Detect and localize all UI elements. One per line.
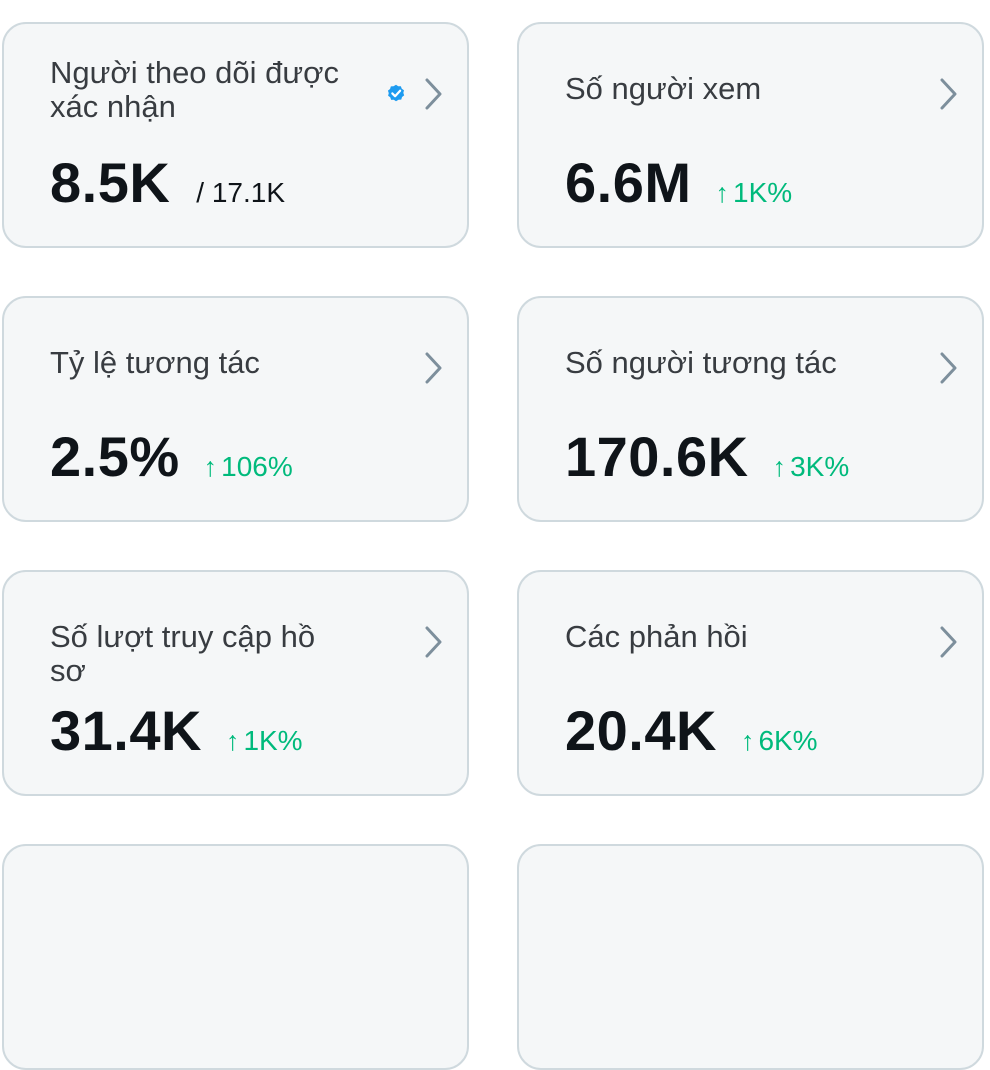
metric-row: 170.6K ↑ 3K% bbox=[565, 424, 849, 489]
card-title: Số người xem bbox=[565, 71, 762, 106]
change-value: 6K% bbox=[758, 725, 818, 756]
arrow-up-icon: ↑ bbox=[225, 726, 240, 756]
metric-row: 8.5K / 17.1K bbox=[50, 150, 285, 215]
card-title: Các phản hồi bbox=[565, 619, 748, 654]
arrow-up-icon: ↑ bbox=[740, 726, 755, 756]
metric-value: 6.6M bbox=[565, 151, 692, 214]
metric-row: 6.6M ↑ 1K% bbox=[565, 150, 792, 215]
chevron-right-icon bbox=[425, 78, 442, 110]
metric-change: ↑ 1K% bbox=[716, 177, 793, 209]
metric-card-engagement-rate[interactable]: Tỷ lệ tương tác 2.5% ↑ 106% bbox=[2, 296, 469, 522]
chevron-right-icon bbox=[940, 78, 957, 110]
chevron-right-icon bbox=[425, 352, 442, 384]
metric-card-viewers[interactable]: Số người xem 6.6M ↑ 1K% bbox=[517, 22, 984, 248]
metric-card-verified-followers[interactable]: Người theo dõi được xác nhận 8.5K / 17.1… bbox=[2, 22, 469, 248]
metric-card-profile-visits[interactable]: Số lượt truy cập hồ sơ 31.4K ↑ 1K% bbox=[2, 570, 469, 796]
change-value: 106% bbox=[221, 451, 293, 482]
arrow-up-icon: ↑ bbox=[772, 452, 787, 482]
metric-change: ↑ 3K% bbox=[773, 451, 850, 483]
metric-card-replies[interactable]: Các phản hồi 20.4K ↑ 6K% bbox=[517, 570, 984, 796]
metric-value: 8.5K bbox=[50, 151, 171, 214]
metric-total: / 17.1K bbox=[196, 177, 286, 208]
metric-row: 31.4K ↑ 1K% bbox=[50, 698, 303, 763]
card-title: Số người tương tác bbox=[565, 345, 837, 380]
metric-value: 20.4K bbox=[565, 699, 717, 762]
metric-card-partial[interactable] bbox=[2, 844, 469, 1070]
metric-value: 170.6K bbox=[565, 425, 749, 488]
arrow-up-icon: ↑ bbox=[203, 452, 218, 482]
metric-change: ↑ 1K% bbox=[226, 725, 303, 757]
card-title: Tỷ lệ tương tác bbox=[50, 345, 260, 380]
metric-row: 20.4K ↑ 6K% bbox=[565, 698, 818, 763]
change-value: 3K% bbox=[790, 451, 850, 482]
verified-badge-icon bbox=[387, 84, 405, 102]
change-value: 1K% bbox=[733, 177, 793, 208]
chevron-right-icon bbox=[940, 626, 957, 658]
card-title: Số lượt truy cập hồ sơ bbox=[50, 619, 316, 688]
metric-value: 31.4K bbox=[50, 699, 202, 762]
metric-change: ↑ 106% bbox=[204, 451, 293, 483]
metric-card-partial[interactable] bbox=[517, 844, 984, 1070]
arrow-up-icon: ↑ bbox=[715, 178, 730, 208]
metric-change: ↑ 6K% bbox=[741, 725, 818, 757]
card-title: Người theo dõi được xác nhận bbox=[50, 55, 339, 124]
metric-value: 2.5% bbox=[50, 425, 180, 488]
chevron-right-icon bbox=[425, 626, 442, 658]
metric-card-engaged-users[interactable]: Số người tương tác 170.6K ↑ 3K% bbox=[517, 296, 984, 522]
metric-row: 2.5% ↑ 106% bbox=[50, 424, 293, 489]
chevron-right-icon bbox=[940, 352, 957, 384]
change-value: 1K% bbox=[243, 725, 303, 756]
